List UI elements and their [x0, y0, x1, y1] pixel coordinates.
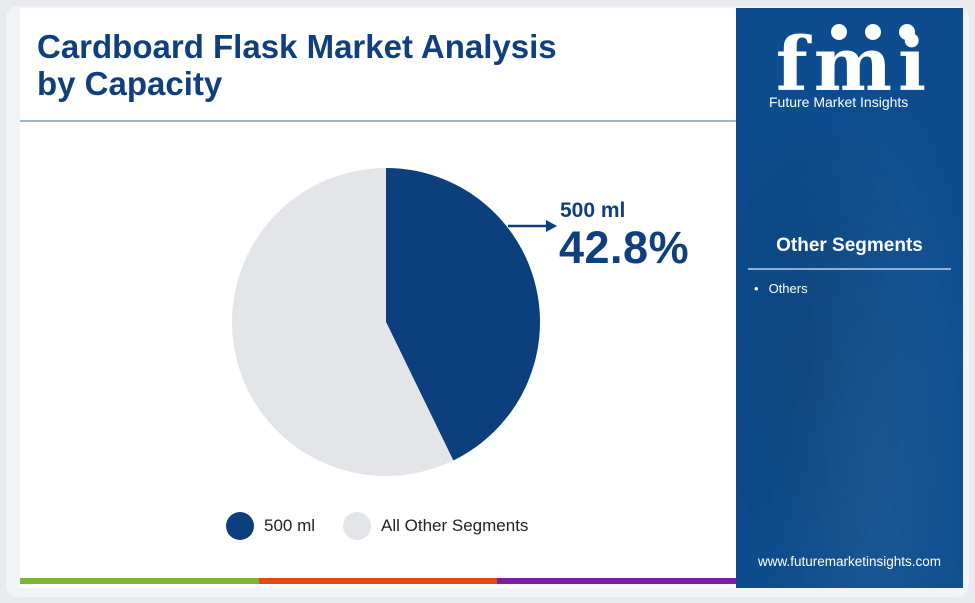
callout-arrow [508, 220, 557, 232]
chart-panel: Cardboard Flask Market Analysis by Capac… [20, 8, 736, 588]
legend-label-500ml: 500 ml [264, 516, 316, 535]
segment-list: Others [754, 280, 808, 298]
sidebar-divider [748, 268, 951, 270]
chart-icon [899, 24, 915, 40]
fmi-logo: fmi [776, 22, 926, 96]
sidebar: fmi Future Market Insights Other Segment… [736, 8, 963, 588]
brand-name: Future Market Insights [769, 94, 909, 110]
chart-legend: 500 ml All Other Segments [226, 512, 556, 540]
stripe-green [20, 578, 259, 584]
pie-slice-500ml [386, 168, 540, 461]
legend-swatch-500ml [226, 512, 254, 540]
website-url[interactable]: www.futuremarketinsights.com [757, 554, 942, 569]
page-title: Cardboard Flask Market Analysis by Capac… [37, 28, 557, 102]
stripe-purple [497, 578, 737, 584]
pie-chart [232, 168, 557, 476]
callout-label: 500 ml [560, 199, 626, 222]
pie-slice-others [232, 168, 454, 476]
segment-item: Others [754, 280, 808, 298]
sidebar-heading: Other Segments [776, 235, 923, 256]
person-icon [865, 24, 881, 40]
legend-swatch-others [343, 512, 372, 540]
title-divider [20, 120, 736, 122]
globe-icon [831, 24, 847, 40]
pie-slices [232, 168, 540, 476]
color-stripe [20, 578, 737, 584]
legend-item-500ml: 500 ml [226, 512, 315, 540]
legend-item-others: All Other Segments [343, 512, 528, 540]
stripe-orange [258, 578, 498, 584]
callout-value: 42.8% [559, 222, 690, 273]
legend-label-others: All Other Segments [381, 516, 529, 535]
